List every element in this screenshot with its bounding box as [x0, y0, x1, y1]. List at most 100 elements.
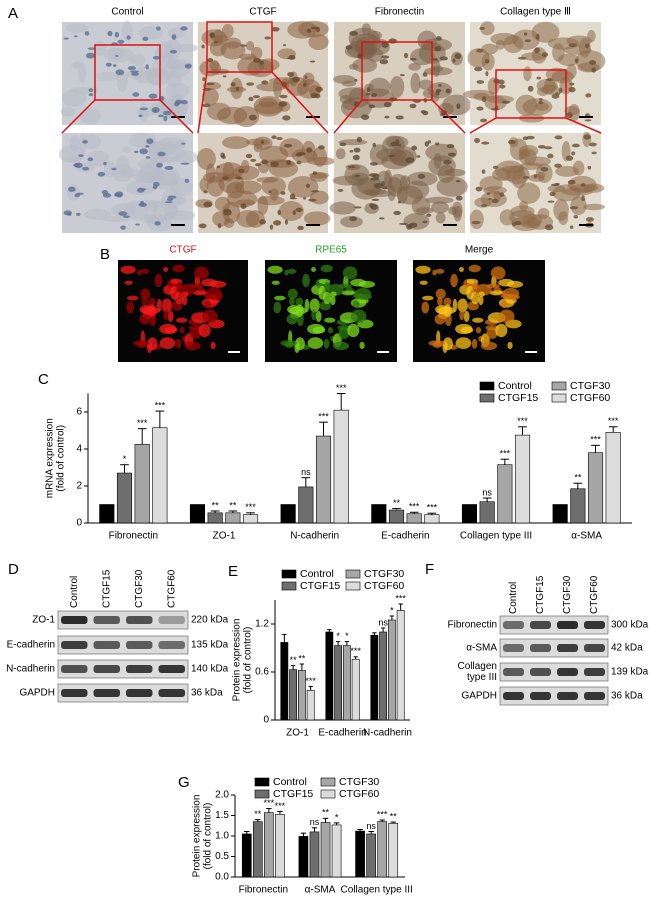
nucleus [379, 217, 385, 220]
zoom-box [206, 21, 273, 73]
column-header: Fibronectin [375, 7, 424, 18]
error-bar [299, 663, 305, 671]
significance-label: ** [393, 498, 401, 508]
fluorescence-image [413, 260, 545, 362]
tissue-texture [535, 163, 553, 183]
nucleus [318, 145, 325, 150]
signal [267, 265, 283, 274]
nucleus [571, 151, 576, 156]
legend-label: Control [273, 776, 307, 788]
signal [450, 273, 458, 288]
blot-band [126, 689, 153, 697]
blot-band [530, 668, 551, 676]
x-tick-label: Collagen type III [460, 531, 532, 542]
blot-band [503, 692, 524, 700]
column-header: CTGF [249, 7, 276, 18]
signal [347, 323, 360, 338]
nucleus [305, 183, 310, 189]
error-bar [333, 822, 340, 825]
legend-swatch [551, 381, 567, 391]
nucleus [349, 30, 359, 36]
nucleus [339, 142, 347, 147]
nucleus [273, 220, 282, 226]
nucleus [259, 219, 266, 225]
nucleus [547, 200, 555, 203]
nucleus [230, 82, 236, 87]
error-bar [300, 832, 307, 837]
signal [140, 288, 151, 300]
nucleus [497, 79, 505, 85]
nucleus [524, 39, 531, 43]
nucleus [585, 93, 592, 98]
zoom-box [495, 69, 567, 119]
blot-band [530, 621, 551, 629]
y-tick-label: 0.5 [215, 851, 229, 862]
bar [366, 833, 376, 878]
blot-band [61, 641, 88, 649]
tissue-texture [258, 160, 270, 174]
tissue-texture [519, 200, 529, 212]
nucleus [123, 215, 131, 218]
nucleus [501, 100, 511, 104]
nucleus [207, 58, 214, 63]
nucleus [152, 55, 161, 60]
signal [311, 267, 316, 272]
signal [184, 341, 201, 351]
nucleus [220, 152, 225, 159]
signal [352, 300, 360, 309]
signal [495, 323, 508, 338]
signal [315, 310, 322, 323]
tissue-texture [199, 60, 222, 77]
tissue-texture [66, 156, 80, 163]
nucleus [543, 146, 553, 150]
nucleus [580, 183, 586, 187]
nucleus [134, 150, 139, 154]
nucleus [284, 219, 289, 225]
signal [309, 298, 320, 313]
tissue-texture [128, 132, 157, 149]
nucleus [476, 106, 484, 111]
signal [139, 268, 150, 274]
y-tick-label: 0.6 [255, 667, 269, 678]
blot-band [503, 644, 524, 652]
legend-label: CTGF15 [273, 788, 313, 800]
nucleus [405, 157, 415, 163]
tissue-texture [469, 209, 484, 230]
x-tick-label: Collagen type III [341, 885, 413, 896]
nucleus [404, 52, 409, 59]
panel-label: G [178, 774, 190, 791]
nucleus [486, 192, 491, 195]
signal [148, 304, 157, 317]
error-bar [518, 426, 527, 436]
nucleus [217, 223, 222, 229]
nucleus [169, 49, 178, 54]
zoom-line [333, 99, 363, 134]
bar [334, 645, 343, 721]
significance-label: * [335, 812, 339, 822]
bar [207, 512, 223, 524]
error-bar [277, 810, 283, 815]
x-tick-label: N-cadherin [290, 531, 339, 542]
x-tick-label: E-cadherin [318, 728, 366, 739]
nucleus [126, 35, 131, 40]
nucleus [135, 223, 140, 226]
signal [194, 266, 209, 280]
nucleus [581, 195, 585, 198]
nucleus [73, 163, 80, 168]
nucleus [238, 168, 245, 173]
bar [325, 631, 334, 721]
error-bar [120, 464, 129, 474]
blot-band [126, 665, 153, 673]
error-bar [409, 511, 419, 514]
nucleus [591, 151, 597, 155]
fluorescence-image [118, 260, 248, 362]
nucleus [384, 115, 390, 119]
signal [163, 309, 169, 321]
signal [154, 273, 163, 288]
nucleus [310, 92, 318, 99]
nucleus [268, 190, 272, 193]
nucleus [554, 163, 562, 168]
nucleus [184, 63, 192, 69]
signal [489, 290, 503, 296]
nucleus [456, 179, 461, 183]
